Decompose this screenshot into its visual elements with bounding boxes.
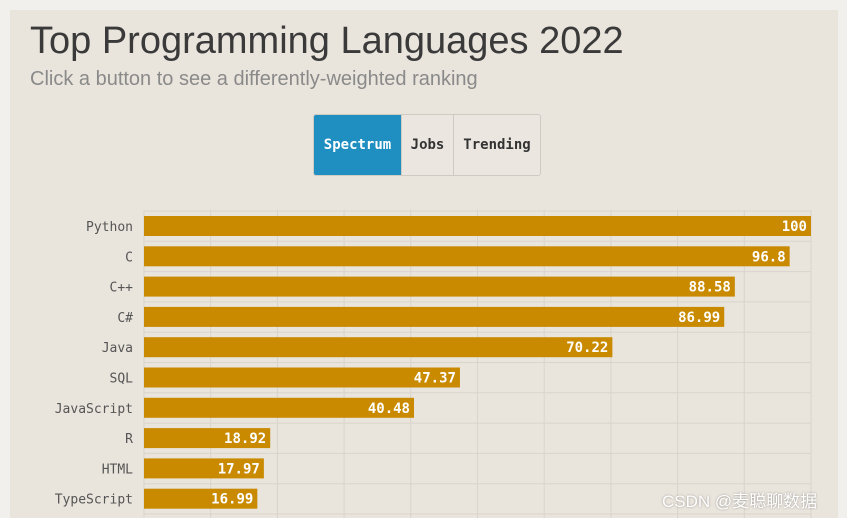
value-label: 18.92 bbox=[224, 431, 266, 447]
value-label: 100 bbox=[782, 219, 807, 235]
spectrum-button[interactable]: Spectrum bbox=[314, 115, 402, 175]
value-label: 47.37 bbox=[414, 371, 456, 387]
page-subtitle: Click a button to see a differently-weig… bbox=[30, 68, 478, 90]
category-label: Python bbox=[86, 220, 133, 235]
category-label: JavaScript bbox=[55, 402, 133, 417]
category-label: Java bbox=[102, 341, 133, 356]
bar-python[interactable] bbox=[144, 216, 811, 236]
bar-c-[interactable] bbox=[144, 306, 725, 327]
category-label: C# bbox=[117, 311, 133, 326]
bar-c[interactable] bbox=[144, 246, 790, 267]
value-label: 88.58 bbox=[689, 280, 731, 296]
bar-java[interactable] bbox=[144, 337, 613, 358]
value-label: 96.8 bbox=[752, 249, 786, 265]
trending-button[interactable]: Trending bbox=[463, 137, 531, 153]
value-label: 16.99 bbox=[211, 492, 253, 508]
jobs-button[interactable]: Jobs bbox=[402, 115, 454, 175]
chart-bars: Python 100 C 96.8 C++ 88.58 C# 86.99 Java 70.22 SQ… bbox=[55, 216, 811, 509]
bar-typescript[interactable] bbox=[144, 488, 258, 509]
category-label: R bbox=[125, 432, 133, 447]
category-label: C bbox=[125, 250, 133, 265]
bar-r[interactable] bbox=[144, 428, 271, 449]
bar-html[interactable] bbox=[144, 458, 264, 479]
ranking-button-group: Spectrum Jobs Trending bbox=[313, 114, 541, 176]
value-label: 86.99 bbox=[678, 310, 720, 326]
category-label: TypeScript bbox=[55, 493, 133, 508]
category-label: HTML bbox=[102, 462, 133, 477]
value-label: 70.22 bbox=[566, 340, 608, 356]
value-label: 17.97 bbox=[218, 461, 260, 477]
value-label: 40.48 bbox=[368, 401, 410, 417]
category-label: C++ bbox=[110, 281, 134, 296]
bar-javascript[interactable] bbox=[144, 397, 415, 418]
watermark: CSDN @麦聪聊数据 bbox=[662, 492, 818, 511]
bar-c-[interactable] bbox=[144, 276, 735, 297]
category-label: SQL bbox=[110, 372, 134, 387]
page-title: Top Programming Languages 2022 bbox=[30, 20, 624, 62]
bar-sql[interactable] bbox=[144, 367, 460, 388]
